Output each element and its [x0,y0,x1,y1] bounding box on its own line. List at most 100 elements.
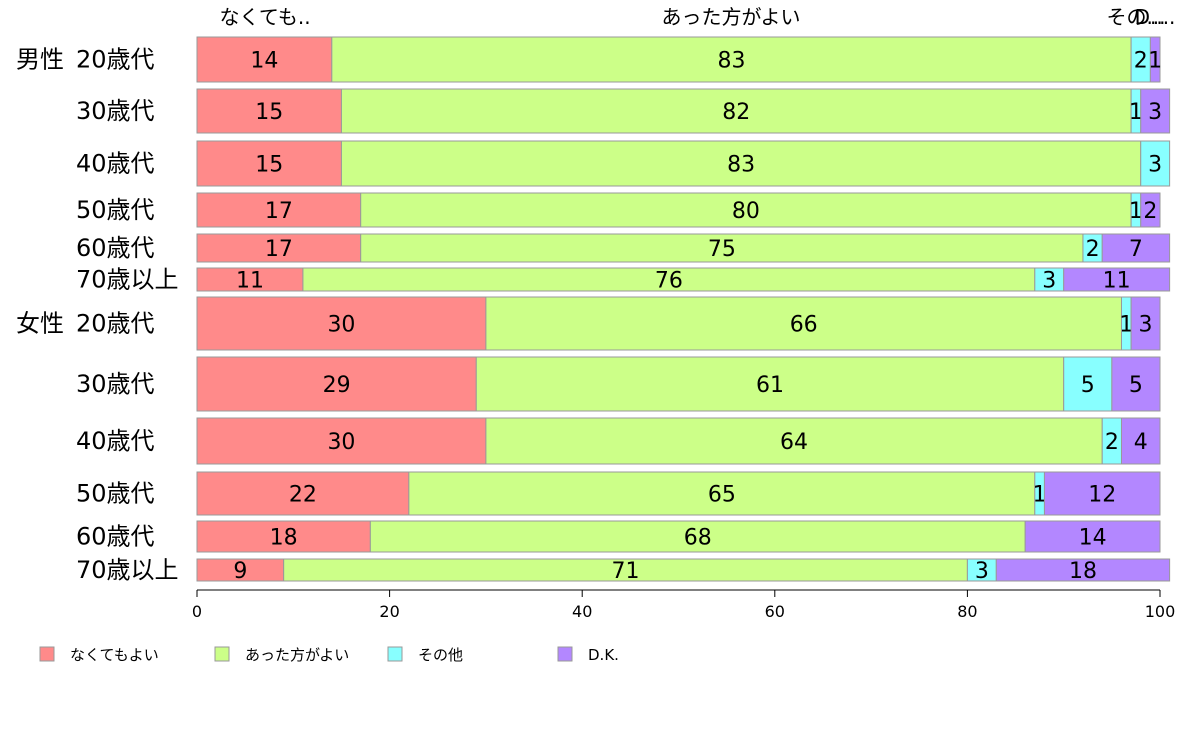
bar-value-label: 2 [1105,430,1119,455]
category-label: 40歳代 [76,427,155,455]
bar-segment [340,140,1142,187]
bar-value-label: 1 [1033,483,1047,508]
legend-item: その他 [387,646,463,664]
group-label: 女性 [16,310,64,338]
bar-segment [360,233,1084,263]
bar-row: 60歳代 18 68 14 [76,520,1161,553]
bar-value-label: 71 [612,559,640,584]
x-tick-label: 60 [765,602,785,621]
legend-label: あった方がよい [245,646,349,664]
bar-row: 70歳以上 9 71 3 18 [76,556,1171,584]
x-tick-label: 0 [192,602,202,621]
bar-value-label: 11 [236,269,264,294]
bar-segment [1140,192,1161,228]
bar-value-label: 76 [655,269,683,294]
bar-value-label: 1 [1129,100,1143,125]
category-label: 60歳代 [76,234,155,262]
bar-segment [1149,36,1161,83]
legend-item: なくてもよい [39,646,159,664]
bar-segment [369,520,1026,553]
legend-swatch [557,646,573,662]
category-label: 70歳以上 [76,266,179,294]
bar-value-label: 11 [1103,269,1131,294]
bar-value-label: 14 [250,49,278,74]
legend-item: D.K. [557,646,619,664]
category-label: 30歳代 [76,97,155,125]
bar-value-label: 14 [1079,526,1107,551]
x-axis: 0 20 40 60 80 100 [192,589,1175,621]
bar-value-label: 2 [1086,237,1100,262]
bar-value-label: 30 [327,313,355,338]
bar-value-label: 61 [756,373,784,398]
bar-row: 40歳代 30 64 2 4 [76,417,1161,465]
bar-value-label: 12 [1088,483,1116,508]
category-label: 50歳代 [76,196,155,224]
bar-segment [1043,471,1161,516]
bar-value-label: 82 [722,100,750,125]
bar-value-label: 3 [1148,100,1162,125]
category-label: 20歳代 [76,310,155,338]
category-label: 70歳以上 [76,556,179,584]
bar-segment [196,36,333,83]
bar-segment [485,296,1122,351]
bar-segment [995,558,1171,582]
bar-value-label: 1 [1119,313,1133,338]
bar-value-label: 80 [732,199,760,224]
bar-value-label: 18 [1069,559,1097,584]
bar-segment [196,296,487,351]
category-label: 40歳代 [76,150,155,178]
category-label: 50歳代 [76,480,155,508]
bar-value-label: 64 [780,430,808,455]
legend: なくてもよい あった方がよい その他 D.K. [39,646,619,664]
bar-row: 50歳代 22 65 1 12 [76,471,1161,516]
bar-value-label: 3 [1148,153,1162,178]
column-header: なくても.. [219,5,310,29]
bar-value-label: 3 [975,559,989,584]
category-label: 60歳代 [76,523,155,551]
column-header: その... [1106,5,1165,29]
bar-value-label: 66 [790,313,818,338]
bar-segment [196,356,477,412]
bar-row: 30歳代 15 82 1 3 [76,88,1171,134]
bar-value-label: 68 [684,526,712,551]
bar-segment [340,88,1132,134]
bar-value-label: 7 [1129,237,1143,262]
x-tick-label: 20 [379,602,399,621]
category-label: 30歳代 [76,370,155,398]
bar-value-label: 15 [255,153,283,178]
bar-value-label: 3 [1139,313,1153,338]
bar-value-label: 1 [1129,199,1143,224]
bar-segment [196,192,362,228]
column-headers: なくても.. あった方がよい その...D.... [219,5,1175,29]
bar-value-label: 83 [717,49,745,74]
group-label: 男性 [16,46,64,74]
legend-label: D.K. [588,646,619,664]
bar-segment [196,417,487,465]
bar-value-label: 30 [327,430,355,455]
bar-value-label: 9 [233,559,247,584]
bar-segment [1111,356,1161,412]
bar-value-label: 17 [265,237,293,262]
bar-segment [1101,233,1171,263]
bar-segment [1063,267,1171,292]
bar-value-label: 3 [1042,269,1056,294]
bar-value-label: 17 [265,199,293,224]
bar-row: 50歳代 17 80 1 2 [76,192,1161,228]
column-header: D.... [1135,5,1176,29]
x-tick-label: 80 [957,602,977,621]
legend-swatch [214,646,230,662]
bar-row: 40歳代 15 83 3 [76,140,1171,187]
bar-segment [1140,140,1171,187]
bar-segment [1063,356,1113,412]
bar-value-label: 15 [255,100,283,125]
legend-swatch [39,646,55,662]
bar-value-label: 5 [1081,373,1095,398]
bar-segment [1024,520,1161,553]
bar-value-label: 22 [289,483,317,508]
legend-item: あった方がよい [214,646,349,664]
bar-segment [1120,417,1161,465]
bar-value-label: 4 [1134,430,1148,455]
legend-label: なくてもよい [70,646,159,664]
